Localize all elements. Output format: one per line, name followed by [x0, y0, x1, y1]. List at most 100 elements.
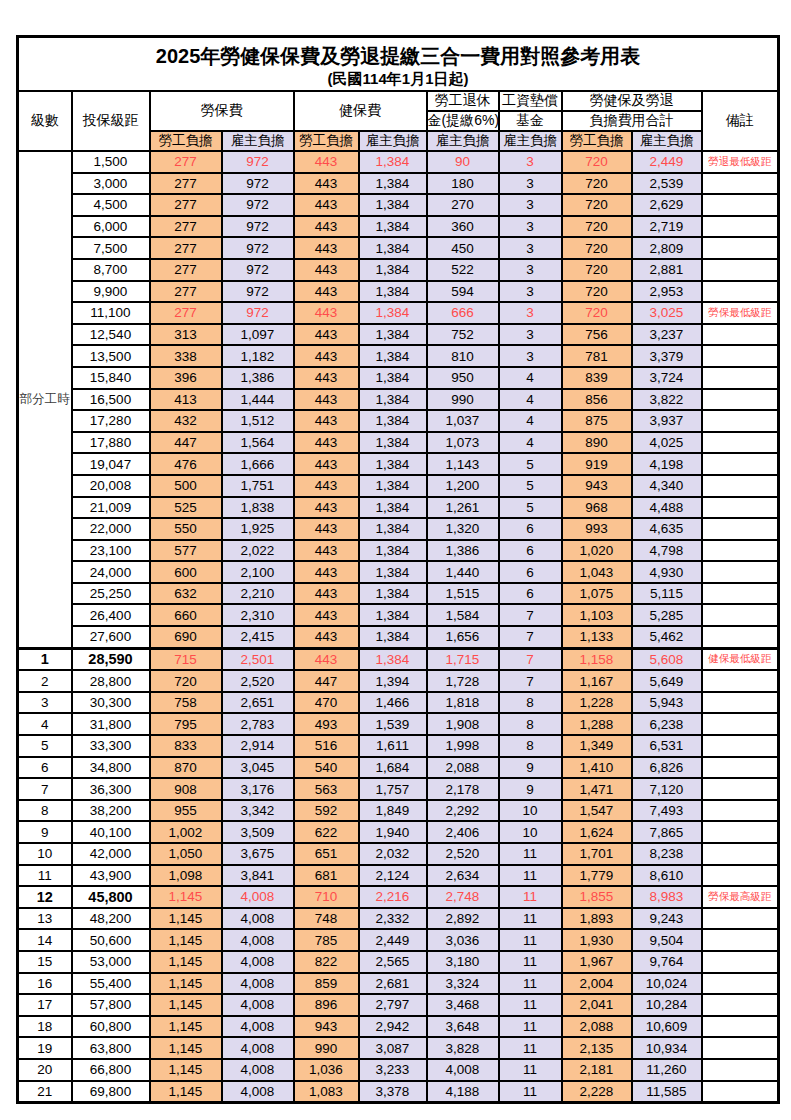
cell-pension-employer: 90: [427, 151, 499, 173]
cell-bracket: 9,900: [72, 281, 150, 303]
cell-note: [702, 908, 779, 930]
cell-level: 18: [18, 1016, 72, 1038]
cell-labor-employee: 1,145: [150, 951, 222, 973]
cell-pension-employer: 180: [427, 173, 499, 195]
cell-level: 15: [18, 951, 72, 973]
table-row: 1757,8001,1454,0088962,7973,468112,04110…: [18, 994, 779, 1016]
cell-health-employee: 443: [294, 475, 359, 497]
cell-fund-employer: 8: [499, 692, 562, 714]
premium-table: 2025年勞健保保費及勞退提繳三合一費用對照參考用表 (民國114年1月1日起)…: [16, 35, 780, 1104]
cell-fund-employer: 7: [499, 626, 562, 648]
cell-bracket: 50,600: [72, 929, 150, 951]
header-total-line1: 勞健保及勞退: [562, 91, 702, 111]
cell-pension-employer: 3,036: [427, 929, 499, 951]
cell-note: [702, 692, 779, 714]
cell-pension-employer: 450: [427, 237, 499, 259]
cell-note: [702, 497, 779, 519]
cell-health-employee: 896: [294, 994, 359, 1016]
cell-health-employer: 1,384: [359, 345, 427, 367]
cell-labor-employee: 313: [150, 324, 222, 346]
cell-total-employee: 781: [562, 345, 632, 367]
cell-health-employee: 443: [294, 367, 359, 389]
cell-fund-employer: 11: [499, 951, 562, 973]
cell-pension-employer: 810: [427, 345, 499, 367]
cell-fund-employer: 7: [499, 670, 562, 692]
cell-health-employee: 748: [294, 908, 359, 930]
cell-bracket: 31,800: [72, 713, 150, 735]
cell-total-employer: 2,449: [632, 151, 702, 173]
cell-total-employee: 2,135: [562, 1037, 632, 1059]
cell-health-employee: 540: [294, 757, 359, 779]
cell-pension-employer: 1,998: [427, 735, 499, 757]
cell-note: [702, 410, 779, 432]
cell-total-employee: 993: [562, 518, 632, 540]
cell-health-employee: 651: [294, 843, 359, 865]
cell-pension-employer: 4,008: [427, 1059, 499, 1081]
cell-labor-employee: 1,145: [150, 1059, 222, 1081]
cell-level: 20: [18, 1059, 72, 1081]
cell-total-employee: 875: [562, 410, 632, 432]
cell-pension-employer: 3,648: [427, 1016, 499, 1038]
cell-total-employee: 2,088: [562, 1016, 632, 1038]
cell-note: [702, 865, 779, 887]
cell-note: [702, 1081, 779, 1103]
cell-total-employer: 3,237: [632, 324, 702, 346]
cell-pension-employer: 3,828: [427, 1037, 499, 1059]
cell-bracket: 1,500: [72, 151, 150, 173]
cell-pension-employer: 1,715: [427, 648, 499, 670]
cell-total-employee: 1,158: [562, 648, 632, 670]
cell-pension-employer: 2,634: [427, 865, 499, 887]
cell-health-employer: 1,384: [359, 194, 427, 216]
cell-health-employer: 1,384: [359, 151, 427, 173]
cell-total-employer: 7,493: [632, 800, 702, 822]
cell-note: [702, 1016, 779, 1038]
subheader-health-employer: 雇主負擔: [359, 131, 427, 151]
cell-level: 5: [18, 735, 72, 757]
cell-pension-employer: 950: [427, 367, 499, 389]
cell-pension-employer: 4,188: [427, 1081, 499, 1103]
cell-health-employee: 443: [294, 324, 359, 346]
cell-health-employee: 493: [294, 713, 359, 735]
cell-bracket: 4,500: [72, 194, 150, 216]
cell-labor-employee: 1,145: [150, 973, 222, 995]
table-row: 27,6006902,4154431,3841,65671,1335,462: [18, 626, 779, 648]
cell-note: [702, 713, 779, 735]
cell-total-employer: 3,025: [632, 302, 702, 324]
cell-bracket: 60,800: [72, 1016, 150, 1038]
cell-total-employer: 11,260: [632, 1059, 702, 1081]
cell-bracket: 6,000: [72, 216, 150, 238]
cell-bracket: 16,500: [72, 389, 150, 411]
cell-labor-employee: 1,145: [150, 908, 222, 930]
cell-level: 1: [18, 648, 72, 670]
cell-total-employer: 2,953: [632, 281, 702, 303]
cell-health-employer: 1,684: [359, 757, 427, 779]
cell-total-employer: 5,943: [632, 692, 702, 714]
header-level: 級數: [18, 91, 72, 151]
cell-level: 11: [18, 865, 72, 887]
cell-level: 16: [18, 973, 72, 995]
cell-total-employer: 5,649: [632, 670, 702, 692]
cell-health-employee: 1,036: [294, 1059, 359, 1081]
cell-health-employer: 1,384: [359, 302, 427, 324]
cell-labor-employer: 2,100: [222, 561, 294, 583]
cell-note: [702, 821, 779, 843]
cell-fund-employer: 11: [499, 994, 562, 1016]
table-row: 2066,8001,1454,0081,0363,2334,008112,181…: [18, 1059, 779, 1081]
cell-total-employee: 1,075: [562, 583, 632, 605]
cell-fund-employer: 3: [499, 173, 562, 195]
cell-labor-employer: 4,008: [222, 886, 294, 908]
cell-labor-employee: 277: [150, 237, 222, 259]
cell-total-employee: 839: [562, 367, 632, 389]
cell-labor-employee: 476: [150, 453, 222, 475]
cell-bracket: 38,200: [72, 800, 150, 822]
cell-total-employer: 6,238: [632, 713, 702, 735]
cell-total-employee: 720: [562, 151, 632, 173]
header-wage-fund-line1: 工資墊償: [499, 91, 562, 111]
cell-note: [702, 453, 779, 475]
cell-labor-employer: 972: [222, 259, 294, 281]
cell-pension-employer: 2,406: [427, 821, 499, 843]
cell-labor-employee: 758: [150, 692, 222, 714]
cell-total-employee: 1,167: [562, 670, 632, 692]
table-row: 4,5002779724431,38427037202,629: [18, 194, 779, 216]
cell-fund-employer: 11: [499, 929, 562, 951]
